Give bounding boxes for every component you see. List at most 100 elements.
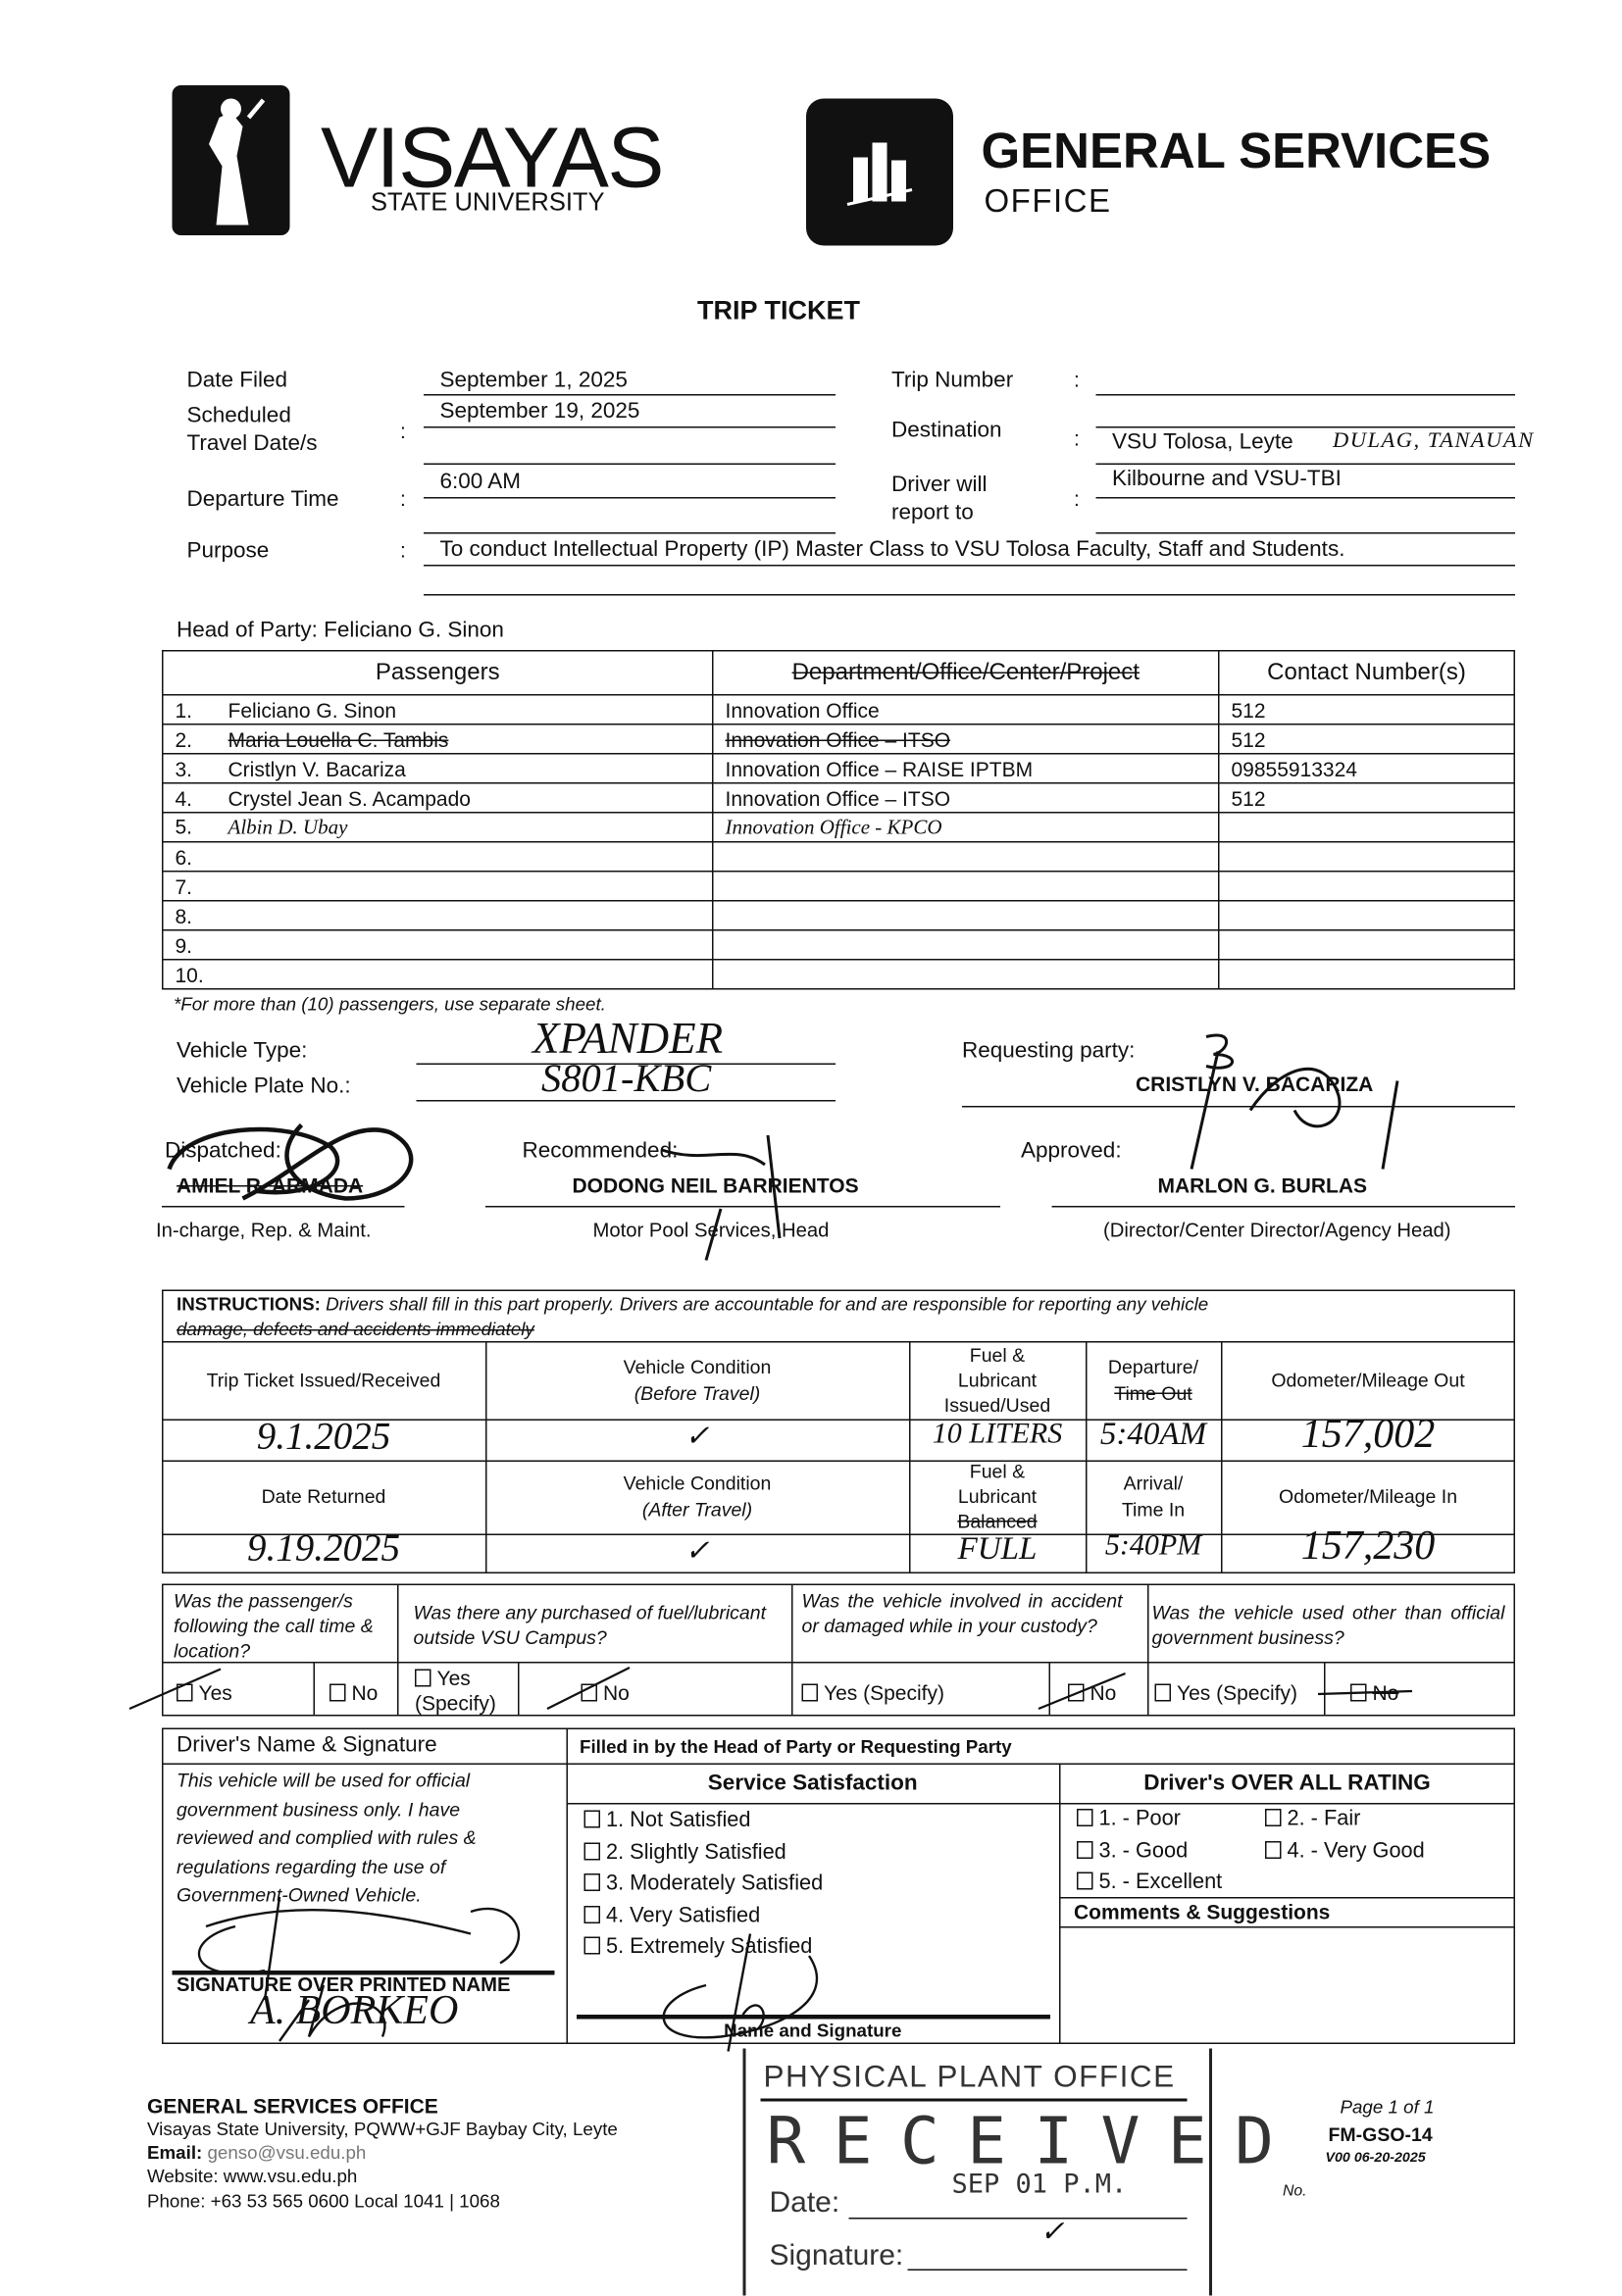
rating-option-5[interactable]: 5. - Excellent — [1077, 1871, 1222, 1894]
question-call-time: Was the passenger/s following the call t… — [174, 1589, 374, 1663]
service-option-3[interactable]: 3. Moderately Satisfied — [583, 1870, 823, 1901]
trip-ticket-issued-header: Trip Ticket Issued/Received — [206, 1369, 441, 1392]
passenger-dept: Innovation Office - KPCO — [725, 817, 942, 839]
q1-yes-checkbox[interactable]: Yes — [177, 1681, 232, 1705]
passenger-footnote: *For more than (10) passengers, use sepa… — [174, 994, 606, 1015]
passenger-row: 7. — [162, 871, 1515, 902]
passenger-contact-cell — [1218, 959, 1515, 990]
q3-yes-checkbox[interactable]: Yes (Specify) — [801, 1680, 944, 1705]
statement-line: This vehicle will be used for official — [177, 1769, 471, 1792]
passenger-number: 9. — [175, 932, 193, 957]
email-link[interactable]: genso@vsu.edu.ph — [207, 2142, 367, 2164]
q1-no-checkbox[interactable]: No — [329, 1681, 378, 1705]
passenger-number: 4. — [175, 785, 193, 810]
q3-yes-label: Yes (Specify) — [824, 1680, 944, 1705]
lubricant-label-2: Lubricant — [957, 1485, 1038, 1508]
passenger-name-cell: 10. — [162, 959, 714, 990]
instructions-line-1: Drivers shall fill in this part properly… — [326, 1294, 1209, 1315]
before-travel-label: (Before Travel) — [634, 1382, 761, 1405]
received-stamp: PHYSICAL PLANT OFFICE RECEIVED Date: SEP… — [742, 2048, 1274, 2296]
fuel-balanced-value: FULL — [957, 1529, 1038, 1567]
q4-yes-checkbox[interactable]: Yes (Specify) — [1154, 1681, 1297, 1705]
question-other-use: Was the vehicle used other than official… — [1151, 1601, 1505, 1649]
passenger-contact: 512 — [1231, 785, 1266, 810]
destination-label: Destination — [891, 418, 1002, 443]
instructions-table — [162, 1289, 1515, 1573]
recommended-name: DODONG NEIL BARRIENTOS — [572, 1173, 859, 1197]
colon: : — [400, 538, 406, 562]
passenger-dept-cell: Innovation Office – RAISE IPTBM — [712, 753, 1220, 784]
contact-header: Contact Number(s) — [1218, 650, 1515, 696]
statement-line: government business only. I have — [177, 1797, 461, 1821]
odometer-out-value: 157,002 — [1300, 1412, 1436, 1458]
passenger-row: 8. — [162, 900, 1515, 931]
passenger-row: 10. — [162, 959, 1515, 990]
option-label: 1. Not Satisfied — [606, 1809, 751, 1832]
passenger-name-cell: 8. — [162, 900, 714, 931]
driver-statement: This vehicle will be used for official g… — [177, 1767, 477, 1910]
q3-no-checkbox[interactable]: No — [1068, 1681, 1116, 1705]
passenger-row: 5. Albin D. Ubay Innovation Office - KPCO — [162, 812, 1515, 843]
university-name: VISAYAS — [321, 110, 664, 207]
report-to-value: Kilbourne and VSU-TBI — [1112, 466, 1342, 492]
time-in-header: Time In — [1121, 1498, 1186, 1522]
colon: : — [400, 486, 406, 511]
passenger-name: Cristlyn V. Bacariza — [228, 756, 406, 780]
signature-over-printed-name-label: SIGNATURE OVER PRINTED NAME — [177, 1973, 511, 1996]
q2-yes-checkbox[interactable]: Yes (Specify) — [415, 1667, 515, 1717]
service-option-1[interactable]: 1. Not Satisfied — [583, 1806, 824, 1837]
q1-yes-label: Yes — [198, 1680, 232, 1705]
lubricant-label: Lubricant — [957, 1369, 1038, 1392]
recommended-signature-icon — [661, 1134, 782, 1261]
rating-option-1[interactable]: 1. - Poor — [1077, 1808, 1181, 1831]
passengers-header: Passengers — [162, 650, 714, 696]
head-of-party-signature-icon — [662, 1933, 818, 2052]
evaluation-header: Filled in by the Head of Party or Reques… — [580, 1736, 1012, 1758]
passenger-dept: Innovation Office — [725, 697, 880, 722]
head-of-party: Head of Party: Feliciano G. Sinon — [177, 618, 504, 643]
arrival-header: Arrival/ — [1123, 1472, 1184, 1495]
rating-option-3[interactable]: 3. - Good — [1077, 1840, 1188, 1864]
service-option-5[interactable]: 5. Extremely Satisfied — [583, 1932, 824, 1964]
option-label: 4. - Very Good — [1287, 1839, 1425, 1864]
footer-address: Visayas State University, PQWW+GJF Bayba… — [147, 2119, 618, 2140]
q2-no-checkbox[interactable]: No — [581, 1681, 630, 1705]
passenger-name-cell: 3. Cristlyn V. Bacariza — [162, 753, 714, 784]
university-sub: STATE UNIVERSITY — [371, 188, 605, 217]
number-label: No. — [1283, 2182, 1307, 2200]
scheduled-label-1: Scheduled — [186, 403, 291, 428]
driver-rating-title: Driver's OVER ALL RATING — [1143, 1771, 1431, 1796]
passenger-dept: Innovation Office – ITSO — [725, 726, 951, 751]
stamp-office: PHYSICAL PLANT OFFICE — [763, 2060, 1176, 2095]
option-label: 2. - Fair — [1287, 1807, 1361, 1831]
report-label-1: Driver will — [891, 472, 988, 498]
passenger-contact-cell — [1218, 812, 1515, 843]
scheduled-value: September 19, 2025 — [439, 398, 640, 424]
driver-signature-icon — [197, 1896, 521, 2042]
passenger-contact: 512 — [1231, 726, 1266, 751]
vehicle-condition-after-header: Vehicle Condition — [623, 1472, 772, 1495]
footer-website: Website: www.vsu.edu.ph — [147, 2166, 358, 2187]
passenger-row: 2. Maria Louella C. Tambis Innovation Offi… — [162, 724, 1515, 755]
passenger-name: Crystel Jean S. Acampado — [228, 785, 471, 810]
passenger-number: 6. — [175, 844, 193, 869]
department-header: Department/Office/Center/Project — [712, 650, 1220, 696]
question-accident: Was the vehicle involved in accident or … — [801, 1589, 1123, 1637]
service-option-4[interactable]: 4. Very Satisfied — [583, 1901, 824, 1932]
service-option-2[interactable]: 2. Slightly Satisfied — [583, 1837, 824, 1869]
gso-building-icon — [806, 98, 953, 246]
q4-no-checkbox[interactable]: No — [1350, 1681, 1398, 1705]
vehicle-condition-before-header: Vehicle Condition — [623, 1356, 772, 1378]
scheduled-label-2: Travel Date/s — [186, 430, 318, 457]
rating-option-2[interactable]: 2. - Fair — [1265, 1808, 1360, 1831]
passengers-table: Passengers Department/Office/Center/Proj… — [162, 650, 1515, 990]
vehicle-type-label: Vehicle Type: — [177, 1038, 308, 1064]
q4-no-label: No — [1372, 1680, 1399, 1705]
passenger-contact-cell: 512 — [1218, 694, 1515, 725]
passenger-name: Albin D. Ubay — [228, 817, 348, 839]
rating-option-4[interactable]: 4. - Very Good — [1265, 1840, 1425, 1864]
dispatched-title: In-charge, Rep. & Maint. — [156, 1219, 372, 1242]
time-out-header: Time Out — [1114, 1382, 1192, 1405]
passenger-dept-cell — [712, 841, 1220, 873]
vehicle-plate-label: Vehicle Plate No.: — [177, 1073, 351, 1099]
